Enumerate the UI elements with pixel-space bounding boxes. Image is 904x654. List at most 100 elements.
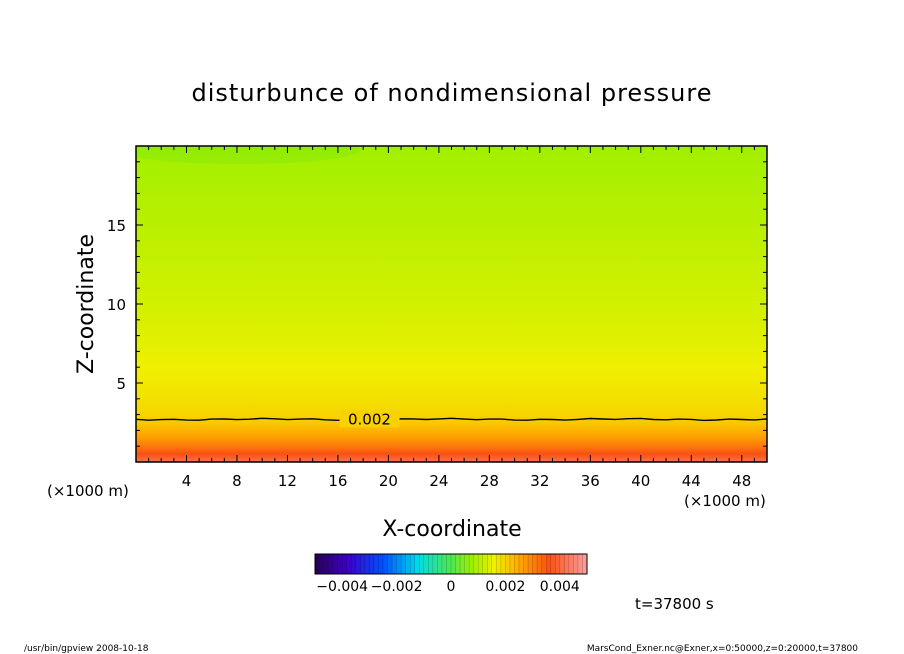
colorbar-cell <box>555 554 561 574</box>
x-tick-label: 48 <box>732 472 751 490</box>
colorbar-cell <box>491 554 497 574</box>
x-tick-label: 16 <box>328 472 347 490</box>
x-tick-label: 44 <box>682 472 701 490</box>
colorbar-cell <box>432 554 438 574</box>
colorbar-cell <box>469 554 474 574</box>
colorbar-cell <box>564 554 570 574</box>
colorbar-cell <box>410 554 416 574</box>
colorbar-cells <box>314 554 588 574</box>
colorbar-cell <box>378 554 384 574</box>
x-tick-label: 32 <box>530 472 549 490</box>
colorbar-cell <box>328 554 334 574</box>
colorbar-frame <box>314 553 588 575</box>
colorbar-cell <box>315 554 320 574</box>
x-tick-label: 24 <box>429 472 448 490</box>
colorbar-cell <box>550 554 556 574</box>
colorbar-cell <box>441 554 447 574</box>
colorbar-cell <box>396 554 402 574</box>
x-tick-label: 12 <box>278 472 297 490</box>
y-tick-label: 15 <box>107 217 126 235</box>
colorbar-cell <box>392 554 397 574</box>
colorbar-cell <box>505 554 511 574</box>
colorbar-tick-label: 0.004 <box>540 579 580 595</box>
colorbar-cell <box>319 554 325 574</box>
y-axis-ticks: 5 10 15 <box>107 161 767 447</box>
colorbar-cell <box>541 554 547 574</box>
colorbar-cell <box>364 554 370 574</box>
colorbar-cell <box>460 554 465 574</box>
contour-label: 0.002 <box>348 410 391 428</box>
colorbar-cell <box>401 554 406 574</box>
y-axis-label: Z-coordinate <box>74 234 99 374</box>
colorbar-cell <box>451 554 456 574</box>
colorbar-cell <box>351 554 357 574</box>
colorbar: −0.004 −0.002 0 0.002 0.004 <box>314 553 588 595</box>
colorbar-cell <box>487 554 493 574</box>
x-axis-ticks: 4 8 12 16 20 24 28 32 36 40 44 48 <box>148 146 755 490</box>
colorbar-cell <box>446 554 452 574</box>
colorbar-tick-label: 0 <box>447 579 456 595</box>
colorbar-cell <box>342 554 348 574</box>
x-tick-label: 36 <box>581 472 600 490</box>
colorbar-cell <box>577 554 583 574</box>
colorbar-cell <box>373 554 379 574</box>
colorbar-cell <box>383 554 388 574</box>
colorbar-cell <box>478 554 484 574</box>
x-tick-label: 4 <box>182 472 192 490</box>
colorbar-cell <box>355 554 361 574</box>
x-axis-unit-right: (×1000 m) <box>684 492 766 510</box>
contour-label-background <box>339 410 400 428</box>
time-label: t=37800 s <box>635 595 714 613</box>
colorbar-cell <box>546 554 552 574</box>
x-tick-label: 20 <box>379 472 398 490</box>
chart-title: disturbunce of nondimensional pressure <box>192 79 713 107</box>
colorbar-cell <box>514 554 520 574</box>
y-tick-label: 5 <box>116 375 126 393</box>
upper-lobe-shade <box>136 146 360 164</box>
footer-right: MarsCond_Exner.nc@Exner,x=0:50000,z=0:20… <box>587 644 858 654</box>
colorbar-cell <box>423 554 429 574</box>
y-tick-label: 10 <box>107 296 126 314</box>
colorbar-cell <box>387 554 393 574</box>
colorbar-cell <box>337 554 343 574</box>
colorbar-cell <box>369 554 375 574</box>
colorbar-cell <box>346 554 352 574</box>
colorbar-cell <box>455 554 461 574</box>
colorbar-cell <box>523 554 529 574</box>
colorbar-tick-label: 0.002 <box>485 579 525 595</box>
x-tick-label: 8 <box>232 472 242 490</box>
colorbar-cell <box>500 554 506 574</box>
colorbar-cell <box>428 554 434 574</box>
colorbar-cell <box>419 554 425 574</box>
colorbar-cell <box>414 554 420 574</box>
colorbar-cell <box>519 554 524 574</box>
colorbar-cell <box>405 554 411 574</box>
colorbar-cell <box>360 554 366 574</box>
colorbar-tick-labels: −0.004 −0.002 0 0.002 0.004 <box>316 579 580 595</box>
x-axis-label: X-coordinate <box>382 517 521 542</box>
colorbar-tick-label: −0.004 <box>316 579 368 595</box>
colorbar-cell <box>473 554 479 574</box>
colorbar-cell <box>532 554 538 574</box>
colorbar-cell <box>324 554 329 574</box>
footer-left: /usr/bin/gpview 2008-10-18 <box>24 644 149 654</box>
colorbar-cell <box>573 554 579 574</box>
pressure-field <box>136 146 767 462</box>
colorbar-cell <box>437 554 443 574</box>
colorbar-cell <box>482 554 488 574</box>
x-axis-unit-left: (×1000 m) <box>47 482 129 500</box>
colorbar-tick-label: −0.002 <box>371 579 423 595</box>
colorbar-cell <box>496 554 502 574</box>
x-tick-label: 28 <box>480 472 499 490</box>
colorbar-cell <box>537 554 542 574</box>
x-tick-label: 40 <box>631 472 650 490</box>
colorbar-cell <box>559 554 565 574</box>
colorbar-cell <box>582 554 588 574</box>
colorbar-cell <box>464 554 470 574</box>
colorbar-cell <box>509 554 515 574</box>
contour-line <box>135 417 768 422</box>
colorbar-cell <box>333 554 338 574</box>
colorbar-cell <box>568 554 574 574</box>
